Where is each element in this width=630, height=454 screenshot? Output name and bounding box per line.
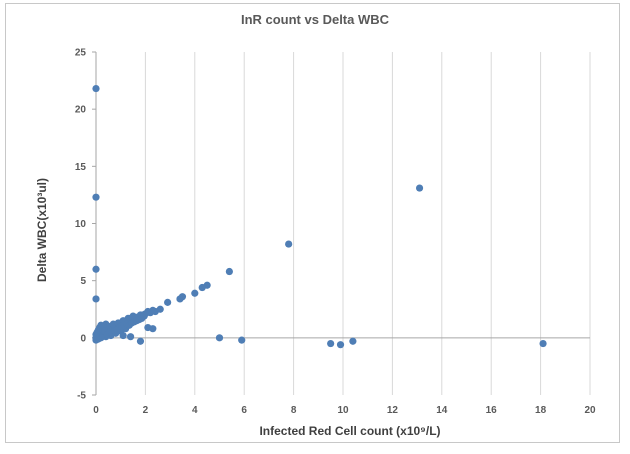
data-point [327, 339, 335, 348]
chart-title: InR count vs Delta WBC [240, 12, 390, 27]
x-tick-label: 2 [143, 405, 149, 416]
y-tick-labels: -5 0 5 10 15 20 25 [75, 48, 87, 402]
y-tick-label: 25 [75, 48, 87, 59]
data-point [140, 312, 148, 320]
x-tick-label: 4 [192, 405, 198, 416]
data-point [238, 336, 246, 344]
data-point [349, 337, 357, 345]
data-point [92, 84, 100, 93]
data-point [92, 265, 100, 273]
data-point [149, 306, 157, 314]
data-points [92, 84, 547, 349]
x-tick-label: 8 [291, 405, 297, 416]
data-point [164, 298, 172, 306]
y-tick-label: 0 [80, 333, 86, 344]
x-tick-label: 6 [241, 405, 247, 416]
data-point [176, 295, 184, 303]
y-tick-label: -5 [77, 391, 86, 402]
data-point [191, 289, 199, 297]
x-tick-label: 16 [486, 405, 498, 416]
data-point [225, 267, 233, 276]
data-point [198, 283, 206, 292]
y-tick-label: 10 [75, 219, 87, 230]
data-point [119, 331, 127, 340]
data-point [539, 339, 547, 348]
data-point [149, 325, 157, 333]
data-point [126, 333, 135, 341]
data-point [285, 240, 293, 248]
data-point [215, 334, 224, 342]
x-tick-label: 14 [436, 405, 448, 416]
x-tick-label: 20 [584, 405, 596, 416]
chart-frame [5, 3, 620, 443]
data-point [415, 184, 424, 192]
gridlines [144, 52, 591, 395]
x-axis-label: Infected Red Cell count (x10⁹/L) [259, 424, 441, 438]
x-tick-label: 0 [93, 405, 99, 416]
y-tick-label: 20 [75, 105, 87, 116]
x-tick-labels: 0 2 4 6 8 10 12 14 16 18 20 [93, 405, 596, 416]
x-tick-label: 10 [337, 405, 349, 416]
x-tick-label: 12 [387, 405, 399, 416]
data-point [92, 295, 100, 303]
data-point [336, 341, 345, 349]
data-point [92, 193, 100, 201]
y-tick-label: 15 [75, 162, 87, 173]
y-tick-label: 5 [80, 276, 86, 287]
data-point [136, 337, 145, 345]
x-tick-label: 18 [535, 405, 547, 416]
